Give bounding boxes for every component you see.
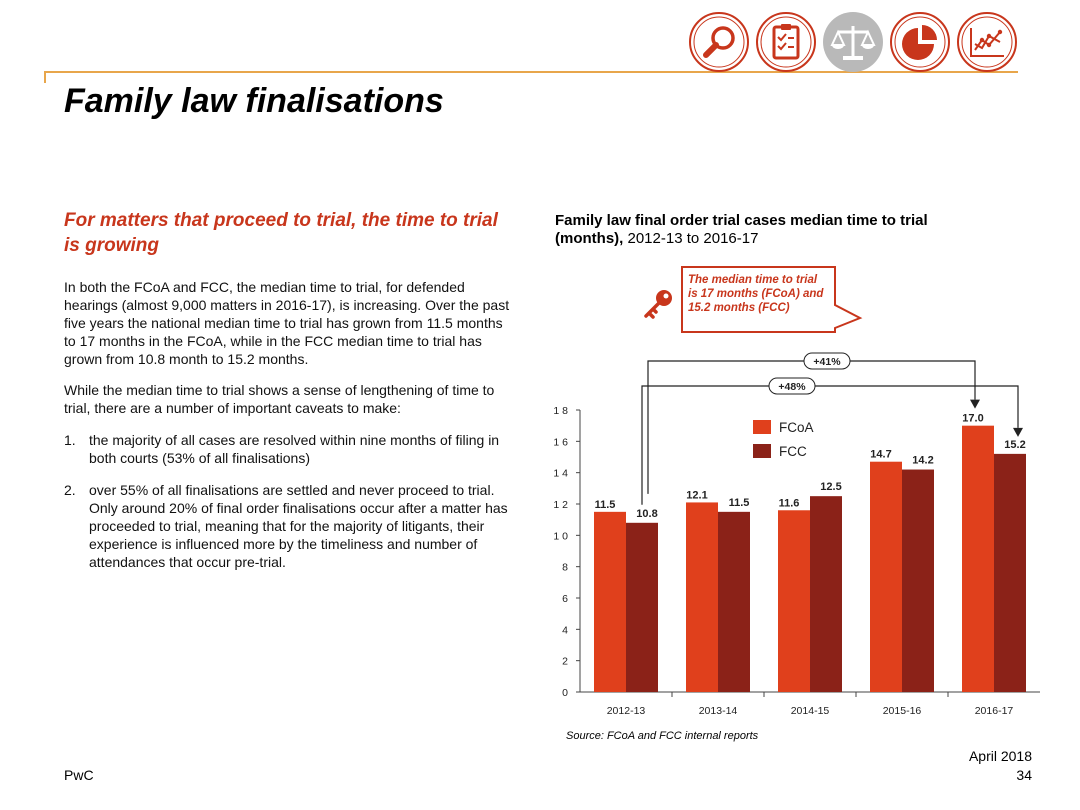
legend-label: FCC xyxy=(779,444,807,459)
growth-label: +41% xyxy=(813,356,841,368)
scales-icon[interactable] xyxy=(823,12,883,72)
bar-fcoa-2013-14 xyxy=(686,502,718,692)
data-label: 12.5 xyxy=(820,481,841,493)
data-label: 15.2 xyxy=(1004,439,1025,451)
y-tick-label: 1 6 xyxy=(553,436,568,448)
data-label: 17.0 xyxy=(962,413,983,425)
legend-swatch-fcoa xyxy=(753,420,771,434)
callout-text: The median time to trial is 17 months (F… xyxy=(688,274,824,314)
bar-fcc-2013-14 xyxy=(718,511,750,692)
y-tick-label: 1 2 xyxy=(553,499,568,511)
x-tick-label: 2012-13 xyxy=(607,705,646,717)
section-subheading: For matters that proceed to trial, the t… xyxy=(64,210,498,256)
growth-arrowhead xyxy=(1013,427,1023,437)
key-icon xyxy=(644,290,672,319)
list-item-text: the majority of all cases are resolved w… xyxy=(89,432,500,466)
header-rule-tick xyxy=(44,71,46,83)
bar-fcoa-2015-16 xyxy=(870,461,902,692)
list-item-number: 1. xyxy=(64,432,76,448)
growth-label: +48% xyxy=(778,381,806,393)
bar-fcoa-2012-13 xyxy=(594,511,626,692)
data-label: 11.5 xyxy=(729,497,750,509)
y-tick-label: 0 xyxy=(562,687,568,699)
bar-fcoa-2014-15 xyxy=(778,510,810,692)
chart-title-range: 2012-13 to 2016-17 xyxy=(623,230,759,247)
header-rule xyxy=(44,71,1018,73)
bar-fcc-2015-16 xyxy=(902,469,934,692)
list-item-text: over 55% of all finalisations are settle… xyxy=(89,482,508,570)
x-tick-label: 2016-17 xyxy=(975,705,1014,717)
data-label: 14.2 xyxy=(912,455,933,467)
y-tick-label: 8 xyxy=(562,562,568,574)
x-tick-label: 2014-15 xyxy=(791,705,830,717)
chart-source: Source: FCoA and FCC internal reports xyxy=(566,730,759,742)
y-tick-label: 2 xyxy=(562,656,568,668)
page-number: 34 xyxy=(1016,767,1032,783)
y-tick-label: 1 4 xyxy=(553,468,568,480)
data-label: 10.8 xyxy=(636,508,657,520)
x-tick-label: 2015-16 xyxy=(883,705,922,717)
growth-bracket xyxy=(641,385,1019,505)
list-item-number: 2. xyxy=(64,482,76,498)
growth-badge xyxy=(803,352,851,370)
legend-swatch-fcc xyxy=(753,444,771,458)
callout-box xyxy=(681,266,863,333)
bar-fcc-2012-13 xyxy=(626,522,658,692)
data-label: 11.5 xyxy=(595,499,616,511)
chart-title-bold: Family law final order trial cases media… xyxy=(555,212,928,247)
section-nav-icons xyxy=(689,12,1017,72)
bar-chart: 0 2 4 6 8 1 0 1 2 1 4 1 6 1 8 2012-13 2013-14 2014-1… xyxy=(553,266,1040,717)
magnifier-icon[interactable] xyxy=(689,12,749,72)
y-tick-label: 6 xyxy=(562,593,568,605)
body-paragraph-1: In both the FCoA and FCC, the median tim… xyxy=(64,279,510,367)
bar-fcc-2014-15 xyxy=(810,496,842,692)
growth-badge xyxy=(768,377,816,395)
body-paragraph-2: While the median time to trial shows a s… xyxy=(64,382,495,416)
chart-title: Family law final order trial cases media… xyxy=(555,212,995,248)
y-tick-label: 1 0 xyxy=(553,530,568,542)
data-label: 11.6 xyxy=(779,497,800,509)
page-title: Family law finalisations xyxy=(64,82,444,120)
bar-fcoa-2016-17 xyxy=(962,425,994,692)
brand-footer: PwC xyxy=(64,767,94,783)
data-label: 12.1 xyxy=(686,489,707,501)
pie-chart-icon[interactable] xyxy=(890,12,950,72)
line-graph-icon[interactable] xyxy=(957,12,1017,72)
clipboard-checklist-icon[interactable] xyxy=(756,12,816,72)
y-tick-label: 1 8 xyxy=(553,405,568,417)
legend-label: FCoA xyxy=(779,420,814,435)
footer-date: April 2018 xyxy=(968,748,1032,764)
growth-arrowhead xyxy=(970,399,980,409)
bar-fcc-2016-17 xyxy=(994,453,1026,692)
data-label: 14.7 xyxy=(870,449,891,461)
y-tick-label: 4 xyxy=(562,624,568,636)
x-tick-label: 2013-14 xyxy=(699,705,738,717)
